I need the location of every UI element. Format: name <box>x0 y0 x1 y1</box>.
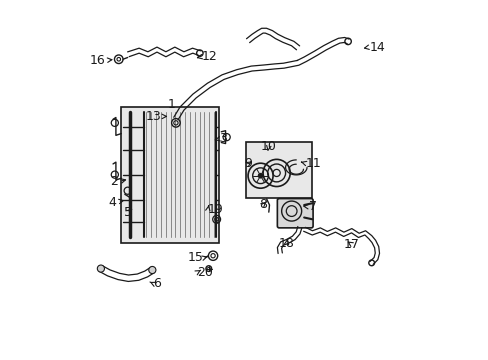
Text: 13: 13 <box>145 110 162 123</box>
Text: 2: 2 <box>110 175 118 188</box>
Text: 9: 9 <box>244 157 251 170</box>
Text: 20: 20 <box>197 266 213 279</box>
Text: 8: 8 <box>259 198 267 211</box>
Bar <box>121 107 219 243</box>
Text: 19: 19 <box>207 203 224 216</box>
Text: 4: 4 <box>108 195 116 209</box>
Text: 12: 12 <box>201 50 217 63</box>
Circle shape <box>148 266 156 274</box>
Text: 14: 14 <box>369 41 385 54</box>
Text: 18: 18 <box>278 237 294 250</box>
Text: 16: 16 <box>90 54 106 67</box>
Text: 7: 7 <box>308 200 316 213</box>
Circle shape <box>97 265 104 272</box>
Circle shape <box>257 173 263 179</box>
Text: 17: 17 <box>343 238 359 251</box>
Text: 1: 1 <box>167 98 175 111</box>
Text: 11: 11 <box>305 157 320 170</box>
Text: 10: 10 <box>260 140 276 153</box>
Text: 6: 6 <box>153 277 161 290</box>
Text: 5: 5 <box>124 206 132 219</box>
FancyBboxPatch shape <box>277 199 312 228</box>
Text: 3: 3 <box>219 132 227 145</box>
Text: 15: 15 <box>187 251 203 264</box>
Bar <box>246 143 312 198</box>
